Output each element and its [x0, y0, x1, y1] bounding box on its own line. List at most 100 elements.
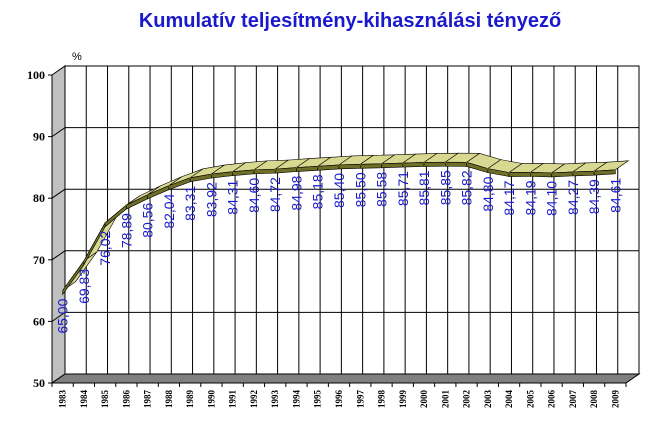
data-label: 85,71: [395, 171, 411, 206]
data-point: [146, 193, 149, 196]
data-label: 84,17: [501, 180, 517, 215]
y-tick-label: 60: [33, 314, 45, 328]
data-point: [104, 221, 106, 224]
x-tick-label: 1995: [313, 390, 323, 409]
floor: [50, 373, 641, 384]
data-point: [487, 167, 489, 170]
x-tick-label: 2008: [589, 390, 599, 409]
data-point: [529, 171, 532, 174]
x-tick-label: 1997: [355, 390, 365, 409]
data-label: 80,56: [140, 203, 156, 238]
data-label: 84,10: [544, 181, 560, 216]
gridline-side: [51, 127, 66, 138]
data-label: 84,27: [565, 180, 581, 215]
x-tick-label: 1988: [164, 390, 174, 409]
x-tick-label: 1984: [79, 390, 89, 409]
data-point: [189, 177, 191, 179]
data-label: 65,00: [55, 298, 71, 333]
data-label: 69,83: [76, 269, 92, 304]
data-label: 85,18: [310, 174, 326, 209]
data-label: 84,39: [586, 179, 602, 214]
plot-walls: [50, 65, 641, 384]
data-label: 84,80: [480, 176, 496, 211]
y-tick-label: 70: [33, 253, 45, 267]
gridline-side: [51, 311, 66, 322]
x-tick-label: 2006: [547, 390, 557, 409]
data-point: [231, 170, 234, 173]
x-tick-label: 1994: [291, 390, 301, 409]
x-tick-label: 1983: [58, 390, 68, 409]
data-point: [125, 204, 128, 206]
data-point: [550, 172, 553, 174]
side-wall: [51, 65, 66, 384]
data-label: 85,58: [374, 172, 390, 207]
data-label: 84,98: [288, 175, 304, 210]
data-label: 84,60: [246, 178, 262, 213]
data-point: [83, 260, 85, 262]
data-point: [338, 164, 340, 166]
ribbon-front-segment: [359, 163, 382, 169]
data-point: [168, 184, 170, 187]
ribbon-front-segment: [444, 161, 467, 167]
data-point: [359, 163, 362, 166]
x-tick-label: 2002: [462, 390, 472, 409]
x-tick-label: 1985: [100, 390, 110, 409]
gridline-side: [51, 250, 66, 261]
y-tick-label: 90: [33, 130, 45, 144]
data-label: 85,40: [331, 173, 347, 208]
x-tick-label: 1987: [143, 390, 153, 409]
x-tick-label: 1999: [398, 390, 408, 409]
data-label: 83,92: [203, 182, 219, 217]
data-label: 78,89: [118, 213, 134, 248]
data-point: [614, 169, 617, 171]
x-tick-label: 2007: [568, 390, 578, 409]
x-tick-label: 1992: [249, 390, 259, 409]
data-point: [572, 171, 574, 173]
data-label: 82,04: [161, 193, 177, 228]
data-label: 84,19: [522, 180, 538, 215]
x-tick-label: 1996: [334, 390, 344, 409]
y-tick-label: 50: [33, 376, 45, 390]
data-label: 84,31: [225, 179, 241, 214]
ribbon-front-segment: [551, 171, 574, 178]
data-label: 83,31: [182, 186, 198, 221]
data-point: [401, 162, 404, 164]
data-point: [380, 163, 383, 165]
data-point: [61, 289, 64, 292]
x-tick-label: 1990: [206, 390, 216, 409]
data-point: [465, 161, 468, 164]
y-tick-label: 80: [33, 191, 45, 205]
y-axis-unit-label: %: [72, 51, 82, 63]
data-point: [423, 161, 425, 164]
data-point: [593, 170, 595, 172]
x-tick-label: 2005: [525, 390, 535, 409]
x-tick-label: 1991: [228, 390, 238, 409]
x-tick-label: 2009: [610, 390, 620, 409]
ribbon-front-segment: [296, 165, 319, 172]
data-point: [316, 165, 319, 168]
x-axis-ticks: 1983 1984 1985 1986 1987 1988 1989 1990 1991 1992…: [58, 390, 621, 409]
chart-title: Kumulatív teljesítmény-kihasználási tény…: [139, 10, 561, 32]
data-point: [274, 168, 277, 170]
x-tick-label: 1989: [185, 390, 195, 409]
gridline-side: [51, 188, 66, 199]
ribbon-front-segment: [402, 162, 425, 168]
y-axis-ticks: 50 60 70 80 90 100: [27, 68, 52, 390]
ribbon-front-segment: [338, 164, 361, 170]
ribbon-front-segment: [253, 168, 276, 175]
x-tick-label: 2004: [504, 390, 514, 409]
x-tick-label: 1998: [377, 390, 387, 409]
x-tick-label: 1986: [121, 390, 131, 409]
data-label: 85,85: [437, 170, 453, 205]
grid-lines: [51, 66, 639, 387]
data-point: [295, 166, 298, 169]
ribbon-front-segment: [381, 162, 404, 169]
data-label: 76,02: [97, 231, 113, 266]
data-point: [508, 171, 510, 174]
data-label: 85,50: [352, 172, 368, 207]
x-tick-label: 2000: [419, 390, 429, 409]
ribbon-front-segment: [508, 172, 531, 177]
data-ribbon: [61, 152, 630, 296]
ribbon-front-segment: [572, 170, 595, 177]
